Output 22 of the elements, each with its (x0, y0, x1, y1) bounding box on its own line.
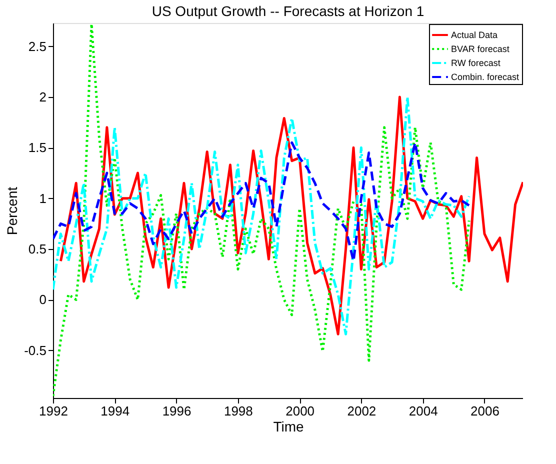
y-tick-label: 0.5 (28, 242, 46, 257)
y-tick-label: 1 (39, 190, 46, 206)
x-tick-label: 1998 (224, 404, 253, 418)
legend-label: Combin. forecast (451, 72, 520, 82)
y-tick-label: 2.5 (28, 38, 46, 54)
y-tick-label: 2 (39, 89, 46, 104)
y-tick-label: 1.5 (28, 140, 46, 156)
y-tick-label: 0 (39, 292, 46, 308)
legend-label: RW forecast (451, 58, 501, 68)
x-tick-label: 1994 (100, 404, 130, 418)
x-tick-label: 2006 (470, 404, 500, 418)
y-tick-label: -0.5 (24, 342, 46, 358)
x-tick-label: 2000 (286, 404, 315, 418)
x-tick-label: 1992 (39, 404, 68, 418)
x-tick-label: 1996 (162, 404, 192, 418)
x-tick-label: 2004 (408, 404, 438, 418)
x-axis-title: Time (273, 418, 304, 434)
chart-title: US Output Growth -- Forecasts at Horizon 1 (152, 3, 424, 19)
y-axis-title: Percent (4, 186, 20, 236)
x-tick-label: 2002 (347, 404, 376, 418)
legend-label: BVAR forecast (451, 44, 510, 54)
legend-label: Actual Data (451, 30, 498, 40)
